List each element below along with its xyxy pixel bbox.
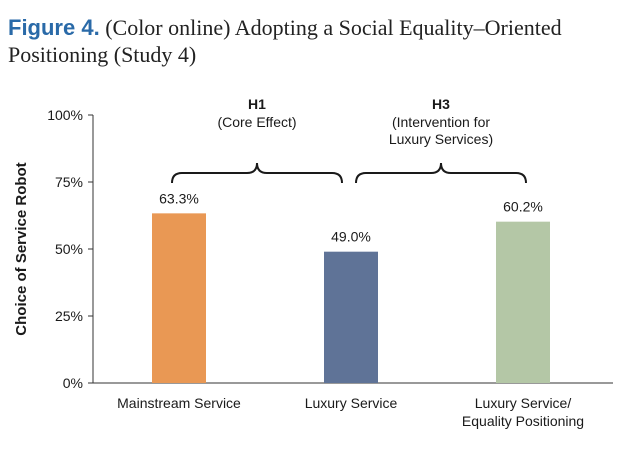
x-tick-label: Mainstream Service — [117, 395, 241, 411]
hypothesis-brace — [171, 162, 343, 184]
bar-value-label: 49.0% — [331, 229, 371, 245]
hypothesis-brace — [355, 162, 527, 184]
x-tick-label: Luxury Service — [305, 395, 398, 411]
bar — [496, 221, 550, 383]
x-tick-label: Equality Positioning — [462, 413, 584, 429]
bar — [324, 251, 378, 383]
hypothesis-title: H3 — [432, 96, 450, 112]
y-axis-title: Choice of Service Robot — [13, 162, 30, 335]
bar-value-label: 63.3% — [159, 190, 199, 206]
hypothesis-description: Luxury Services) — [389, 131, 493, 147]
bar — [152, 213, 206, 383]
y-tick-label: 100% — [47, 107, 83, 123]
hypothesis-description: (Intervention for — [392, 114, 490, 130]
y-tick-label: 75% — [55, 174, 83, 190]
y-tick-label: 50% — [55, 241, 83, 257]
figure-label: Figure 4. — [8, 15, 100, 40]
figure-title: (Color online) Adopting a Social Equalit… — [8, 15, 562, 67]
y-tick-label: 0% — [63, 375, 83, 391]
hypothesis-title: H1 — [248, 96, 266, 112]
bar-value-label: 60.2% — [503, 199, 543, 215]
y-tick-label: 25% — [55, 308, 83, 324]
x-tick-label: Luxury Service/ — [475, 395, 572, 411]
hypothesis-description: (Core Effect) — [217, 114, 296, 130]
figure-caption: Figure 4. (Color online) Adopting a Soci… — [8, 14, 623, 68]
